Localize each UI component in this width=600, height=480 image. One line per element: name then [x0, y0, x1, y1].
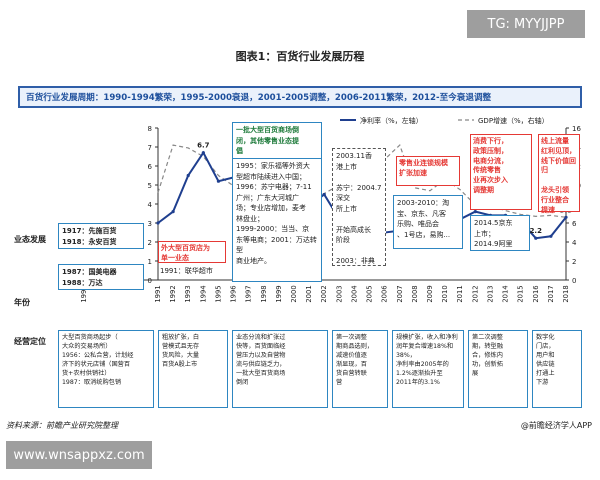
x-tick-label: 2016 [532, 285, 540, 302]
left-tick-label: 7 [148, 144, 152, 152]
pos-box-2016-2018: 数字化 门店， 用户和 供应链 打通上 下游 [532, 330, 582, 408]
box-1917-1918: 1917：先施百货 1918：永安百货 [58, 223, 144, 249]
x-tick-label: 2009 [426, 285, 434, 302]
net-margin-point [322, 192, 326, 197]
figure-title: 图表1：百货行业发展历程 [235, 50, 365, 63]
legend: 净利率（%，左轴） GDP增速（%，右轴） [340, 116, 549, 125]
x-tick-label: 2001 [305, 285, 313, 302]
x-tick-label: 1995 [214, 285, 222, 302]
box-2003-2010-ecommerce: 2003-2010：淘 宝、京东、凡客 乐购、唯品会 、1号店，易购... [393, 195, 463, 249]
source-note: 资料来源：前瞻产业研究院整理 [6, 421, 118, 430]
x-tick-label: 1994 [199, 285, 207, 302]
left-tick-label: 6 [148, 163, 153, 171]
net-margin-point [201, 151, 205, 155]
left-tick-label: 1 [148, 258, 152, 266]
legend-gdp-label: GDP增速（%，右轴） [478, 116, 549, 125]
left-tick-label: 0 [148, 277, 152, 285]
pos-box-2012-2015: 第二次调整 期，转型融 合，修炼内 功，创新拓 展 [468, 330, 528, 408]
left-tick-label: 5 [148, 182, 152, 190]
side-label-year: 年份 [14, 298, 30, 307]
left-tick-label: 8 [148, 125, 152, 133]
x-tick-label: 2018 [562, 285, 570, 302]
pos-box-2006-2011: 规模扩张，收入和净利 润年复合增速18%和38%， 净利率由2005年的 1.2… [392, 330, 464, 408]
side-label-positioning: 经营定位 [14, 337, 46, 346]
x-tick-label: 1997 [245, 285, 253, 302]
x-tick-label: 2004 [350, 285, 358, 302]
box-1987-1988: 1987：国美电器 1988：万达 [58, 264, 144, 290]
x-tick-label: 2008 [411, 285, 419, 302]
cycle-banner: 百货行业发展周期：1990-1994繁荣，1995-2000衰退，2001-20… [18, 86, 582, 108]
legend-net-margin-label: 净利率（%，左轴） [360, 116, 423, 125]
left-tick-label: 3 [148, 220, 152, 228]
x-tick-label: 1999 [275, 285, 283, 302]
right-tick-label: 2 [572, 258, 576, 266]
data-label: 2.2 [530, 227, 543, 235]
pos-box-1995-2000: 业态分流和扩张过 快等，百货面临经 营压力以及自营物 流与供应链乏力， 一批大型… [232, 330, 328, 408]
x-tick-label: 2007 [396, 285, 404, 302]
right-tick-label: 0 [572, 277, 576, 285]
brand-note: @前瞻经济学人APP [520, 421, 592, 430]
net-margin-point [156, 221, 160, 225]
x-tick-label: 2003 [335, 285, 343, 302]
x-tick-label: 2010 [441, 285, 449, 302]
right-tick-label: 6 [572, 220, 577, 228]
left-tick-label: 2 [148, 239, 152, 247]
x-tick-label: 1998 [260, 285, 268, 302]
x-tick-label: 2012 [471, 285, 479, 302]
x-tick-label: 2014 [502, 285, 510, 302]
net-margin-point [171, 210, 175, 214]
pos-box-1991-1994: 粗放扩张，白 营模式且无存 货风险，大量 百货A股上市 [158, 330, 228, 408]
x-axis-ticks: 1990 1991 1992 1993 1994 1995 1996 1997 1998 1999… [80, 285, 570, 302]
net-margin-point [473, 210, 477, 214]
x-tick-label: 1990 [80, 285, 88, 302]
box-2006-expansion: 零售业连锁规模 扩张加速 [396, 156, 460, 186]
x-tick-label: 1992 [169, 285, 177, 302]
net-margin-point [564, 215, 568, 219]
side-label-development: 业态发展 [14, 235, 46, 244]
x-tick-label: 2011 [456, 285, 464, 302]
net-margin-point [186, 173, 190, 178]
net-margin-point [549, 234, 553, 238]
net-margin-point [216, 179, 221, 183]
right-tick-label: 4 [572, 239, 577, 247]
box-1991-single-format: 外大型百货店为 单一业态 [158, 241, 226, 263]
left-axis-ticks: 0 1 2 3 4 5 6 7 8 [148, 125, 158, 285]
data-label: 6.7 [197, 142, 210, 150]
x-tick-label: 1991 [154, 285, 162, 302]
x-tick-label: 2002 [320, 285, 328, 302]
left-tick-label: 4 [148, 201, 153, 209]
x-tick-label: 2013 [486, 285, 494, 302]
box-2012-downturn: 消费下行， 政策压制， 电商分流， 传统零售 业再次步入 调整期 [470, 134, 532, 210]
box-2014-listings: 2014.5京东 上市； 2014.9阿里 上市 [470, 215, 530, 251]
box-1995-2001: 1995：家乐福等外资大 型超市陆续进入中国； 1996：苏宁电器；7-11 广… [232, 158, 322, 282]
x-tick-label: 2006 [381, 285, 389, 302]
x-tick-label: 1996 [230, 285, 238, 302]
box-wave-closures: 一批大型百货商场倒 闭，其他零售业态提 倡 [232, 122, 322, 160]
watermark-bottom: www.wnsappxz.com [6, 441, 152, 469]
box-2003-2004: 2003.11香 港上市 苏宁：2004.7深交 所上市 开始高成长 阶段 20… [332, 148, 386, 266]
box-1991-lianhua: 1991：联华超市 [160, 267, 213, 275]
x-tick-label: 2005 [366, 285, 374, 302]
box-2016-online-peak: 线上流量 红利见顶， 线下价值回 归 龙头引领 行业整合 提速 [538, 134, 580, 214]
right-tick-label: 16 [572, 125, 581, 133]
x-tick-label: 1993 [184, 285, 192, 302]
x-tick-label: 2017 [547, 285, 555, 302]
watermark-top: TG: MYYJJPP [467, 10, 585, 38]
pos-box-early: 大型百货商场起步（ 大众的交易场所） 1956：公私合营，计划经 济下的状元店铺… [58, 330, 154, 408]
x-tick-label: 2000 [290, 285, 298, 302]
net-margin-point [534, 236, 538, 240]
pos-box-2001-2005: 第一次调整 期商品选则， 减速价值逐 渐显现，百 货自营转联 营 [332, 330, 388, 408]
x-tick-label: 2015 [517, 285, 525, 302]
